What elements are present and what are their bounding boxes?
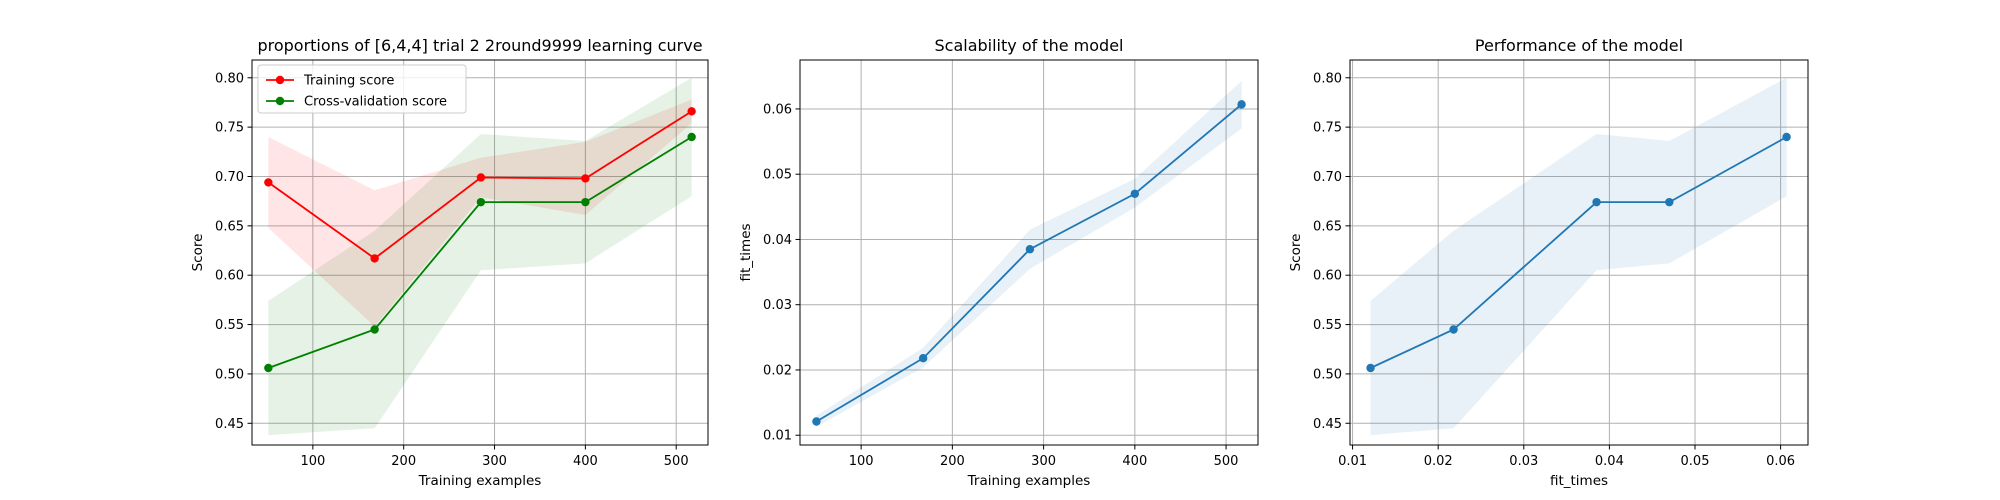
data-point	[264, 363, 273, 373]
y-tick-label: 0.50	[1313, 367, 1342, 382]
chart-1: 100 200 300 400 500 0.45 0.50 0.55 0.60 0.65 0.70 0…	[190, 36, 709, 489]
data-point	[1130, 189, 1140, 198]
data-point	[687, 132, 696, 142]
data-point	[1025, 245, 1035, 254]
x-tick-label: 0.06	[1766, 454, 1795, 469]
data-point	[687, 107, 696, 116]
axes-frame	[799, 59, 1259, 446]
data-point	[264, 178, 273, 187]
x-axis-label: Training examples	[418, 473, 542, 489]
confidence-band	[1370, 77, 1787, 436]
y-tick-label: 0.80	[1313, 71, 1342, 86]
x-tick-label: 400	[1122, 454, 1147, 469]
confidence-band	[268, 77, 692, 436]
y-tick-label: 0.55	[1313, 318, 1342, 333]
data-point	[1366, 363, 1375, 373]
data-point	[812, 417, 821, 426]
y-tick-label: 0.60	[215, 269, 244, 284]
data-point	[918, 354, 928, 363]
legend-label: Cross-validation score	[304, 95, 447, 110]
x-tick-label: 0.05	[1681, 454, 1710, 469]
axes-frame	[1349, 59, 1809, 446]
x-tick-label: 500	[1214, 454, 1239, 469]
legend-swatch-marker	[275, 96, 285, 106]
y-tick-label: 0.03	[763, 298, 792, 313]
x-tick-label: 0.02	[1424, 454, 1453, 469]
axes-frame	[251, 59, 709, 446]
chart-title: proportions of [6,4,4] trial 2 2round999…	[257, 36, 702, 55]
data-point	[1449, 325, 1458, 334]
x-tick-label: 100	[849, 454, 874, 469]
legend: Training score Cross-validation score	[257, 64, 467, 114]
x-tick-label: 300	[1031, 454, 1056, 469]
x-tick-label: 200	[940, 454, 965, 469]
data-point	[1237, 100, 1246, 109]
x-axis-label: Training examples	[967, 473, 1091, 489]
x-tick-label: 0.04	[1595, 454, 1624, 469]
chart-title: Performance of the model	[1475, 36, 1683, 55]
legend-label: Training score	[303, 74, 394, 89]
y-tick-label: 0.05	[763, 168, 792, 183]
y-tick-label: 0.01	[763, 429, 792, 444]
y-tick-label: 0.02	[763, 363, 792, 378]
data-point	[1782, 132, 1791, 142]
y-tick-label: 0.70	[1313, 170, 1342, 185]
x-tick-label: 0.01	[1338, 454, 1367, 469]
y-tick-label: 0.04	[763, 233, 792, 248]
x-tick-label: 400	[573, 454, 598, 469]
x-tick-label: 500	[664, 454, 689, 469]
data-point	[476, 173, 486, 182]
legend-box	[257, 64, 467, 114]
confidence-band	[816, 80, 1242, 427]
y-tick-label: 0.45	[1313, 417, 1342, 432]
data-point	[1665, 197, 1674, 207]
y-tick-label: 0.45	[215, 417, 244, 432]
y-tick-label: 0.06	[763, 102, 792, 117]
x-axis-label: fit_times	[1550, 473, 1608, 489]
data-point	[370, 325, 379, 334]
data-point	[581, 174, 590, 183]
y-axis-label: Score	[1288, 234, 1304, 272]
y-tick-label: 0.55	[215, 318, 244, 333]
y-axis-label: fit_times	[738, 223, 754, 281]
legend-swatch-marker	[275, 75, 285, 85]
y-tick-label: 0.65	[1313, 219, 1342, 234]
y-tick-label: 0.75	[1313, 121, 1342, 136]
y-tick-label: 0.60	[1313, 269, 1342, 284]
y-tick-label: 0.65	[215, 219, 244, 234]
x-tick-label: 200	[391, 454, 416, 469]
data-point	[1592, 197, 1601, 207]
confidence-band	[268, 99, 692, 327]
y-tick-label: 0.50	[215, 367, 244, 382]
chart-title: Scalability of the model	[935, 36, 1124, 55]
y-tick-label: 0.75	[215, 121, 244, 136]
chart-2: 100 200 300 400 500 0.01 0.02 0.03 0.04 0.05 0.06 S…	[738, 36, 1259, 489]
chart-3: 0.01 0.02 0.03 0.04 0.05 0.06 0.45 0.50 0.55 0.60…	[1288, 36, 1809, 489]
data-point	[581, 197, 590, 207]
x-tick-label: 0.03	[1509, 454, 1538, 469]
x-tick-label: 100	[300, 454, 325, 469]
y-tick-label: 0.70	[215, 170, 244, 185]
y-axis-label: Score	[190, 234, 206, 272]
data-point	[476, 197, 486, 207]
x-tick-label: 300	[482, 454, 507, 469]
data-point	[370, 254, 379, 263]
y-tick-label: 0.80	[215, 71, 244, 86]
